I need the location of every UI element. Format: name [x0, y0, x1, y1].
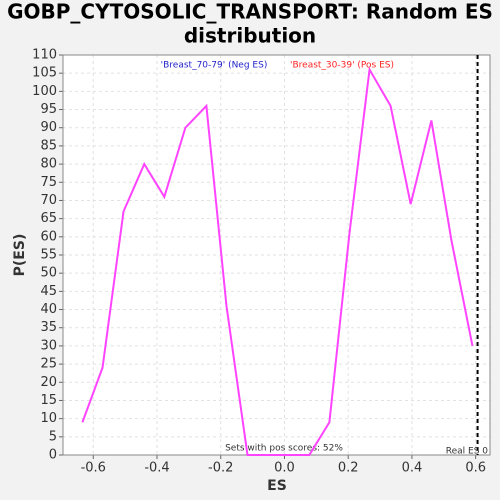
y-tick-label: 85: [40, 138, 57, 153]
chart-title: GOBP_CYTOSOLIC_TRANSPORT: Random ES: [7, 0, 493, 24]
legend-entry: 'Breast_30-39' (Pos ES): [290, 61, 394, 71]
y-tick-label: 40: [40, 302, 57, 317]
y-tick-label: 105: [32, 66, 57, 81]
x-tick-label: 0.2: [338, 461, 359, 476]
y-tick-label: 60: [40, 229, 57, 244]
y-tick-label: 10: [40, 411, 57, 426]
y-tick-label: 65: [40, 211, 57, 226]
x-tick-label: 0.4: [402, 461, 423, 476]
x-tick-label: -0.2: [208, 461, 233, 476]
chart-title: distribution: [184, 24, 316, 48]
y-axis-label: P(ES): [12, 234, 28, 277]
y-tick-label: 0: [49, 448, 57, 463]
y-tick-label: 5: [49, 429, 57, 444]
y-tick-label: 100: [32, 84, 57, 99]
y-tick-label: 95: [40, 102, 57, 117]
y-tick-label: 90: [40, 120, 57, 135]
es-line: [81, 66, 474, 456]
y-tick-label: 110: [32, 48, 57, 63]
y-tick-label: 75: [40, 175, 57, 190]
x-tick-label: 0.0: [274, 461, 295, 476]
y-tick-label: 45: [40, 284, 57, 299]
x-axis-label: ES: [267, 478, 287, 494]
y-tick-label: 35: [40, 320, 57, 335]
x-tick-label: -0.4: [144, 461, 169, 476]
y-tick-label: 20: [40, 375, 57, 390]
y-tick-label: 70: [40, 193, 57, 208]
y-tick-label: 80: [40, 157, 57, 172]
legend-entry: 'Breast_70-79' (Neg ES): [161, 61, 268, 71]
y-tick-label: 30: [40, 338, 57, 353]
x-tick-label: -0.6: [81, 461, 106, 476]
real-es-label: Real ES 0: [446, 447, 489, 457]
y-tick-label: 25: [40, 357, 57, 372]
x-tick-label: 0.6: [465, 461, 486, 476]
y-tick-label: 50: [40, 266, 57, 281]
y-tick-label: 55: [40, 248, 57, 263]
y-tick-label: 15: [40, 393, 57, 408]
annotation: Sets with pos scores: 52%: [225, 444, 343, 454]
